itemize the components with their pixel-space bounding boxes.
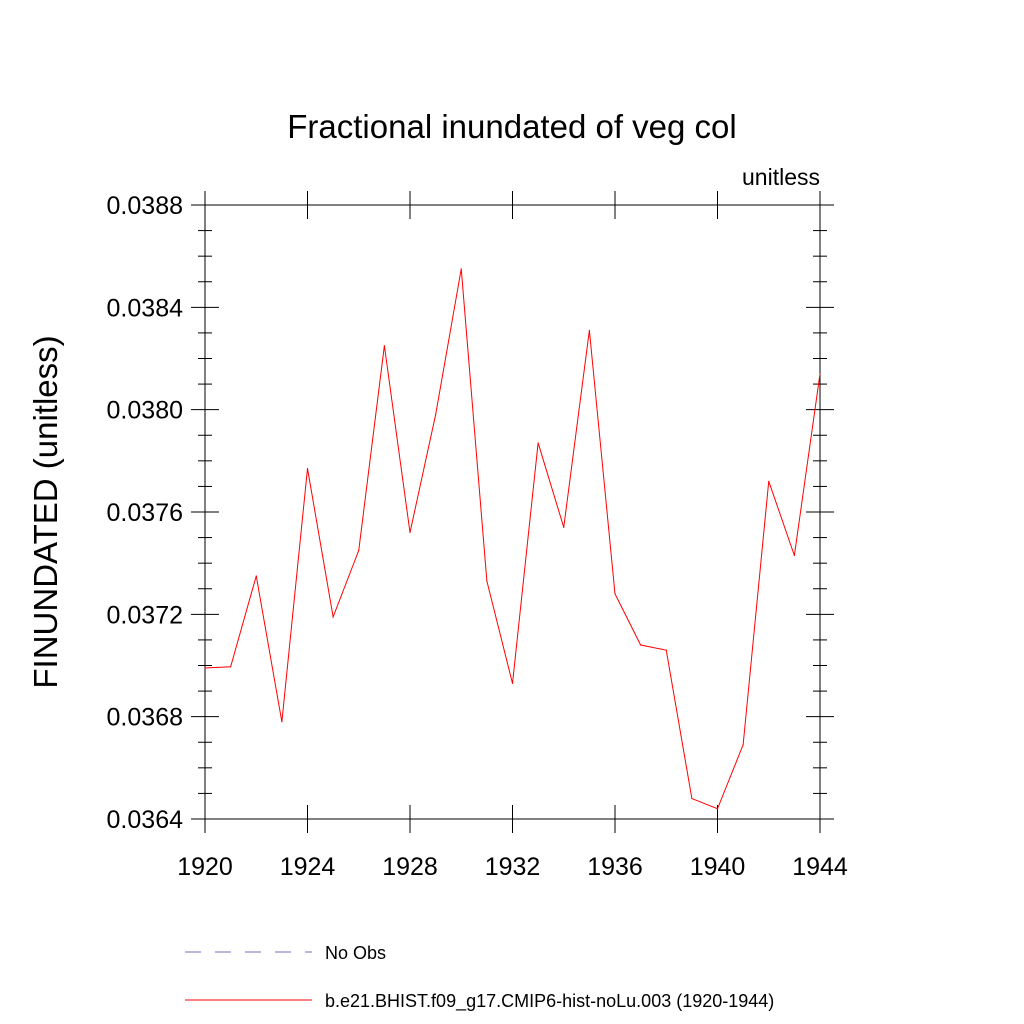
y-axis-label: FINUNDATED (unitless) (27, 335, 64, 688)
legend: No Obs b.e21.BHIST.f09_g17.CMIP6-hist-noL… (185, 943, 774, 1012)
data-point (332, 616, 334, 618)
x-tick-label: 1928 (382, 853, 438, 881)
y-tick-label: 0.0384 (107, 294, 184, 322)
x-tick-label: 1924 (280, 853, 336, 881)
x-tick-label: 1936 (587, 853, 643, 881)
data-point (358, 549, 360, 551)
y-tick-label: 0.0372 (107, 601, 183, 629)
chart-title: Fractional inundated of veg col (287, 108, 736, 145)
data-point (537, 442, 539, 444)
data-point (742, 744, 744, 746)
y-tick-label: 0.0388 (107, 192, 183, 220)
x-tick-labels: 1920 1924 1928 1932 1936 1940 1944 (177, 853, 848, 881)
data-point (511, 682, 514, 685)
data-point (486, 580, 488, 582)
data-point (255, 575, 257, 577)
data-point (409, 531, 411, 534)
data-point (563, 526, 565, 528)
data-point (819, 373, 821, 375)
data-point (306, 467, 309, 470)
data-point (383, 345, 385, 347)
y-tick-label: 0.0376 (107, 499, 183, 527)
legend-label: b.e21.BHIST.f09_g17.CMIP6-hist-noLu.003 … (325, 991, 774, 1012)
data-point (665, 649, 667, 651)
legend-label: No Obs (325, 943, 386, 963)
plot-area (191, 191, 834, 833)
data-point (204, 667, 206, 669)
data-point (716, 808, 719, 810)
data-point (768, 480, 770, 482)
y-tick-label: 0.0380 (107, 397, 183, 425)
x-tick-label: 1944 (792, 853, 848, 881)
y-tick-label: 0.0364 (107, 806, 184, 834)
data-point (435, 414, 437, 416)
y-tick-label: 0.0368 (107, 704, 183, 732)
data-point (460, 268, 462, 270)
plot-frame (204, 204, 821, 820)
y-tick-labels: 0.0364 0.0368 0.0372 0.0376 0.0380 0.0384 0.03… (107, 192, 184, 834)
data-point (614, 593, 616, 595)
data-point (640, 644, 642, 646)
data-point (793, 554, 795, 557)
data-point (588, 329, 590, 331)
data-point (230, 666, 232, 668)
data-point (281, 721, 283, 723)
x-tick-label: 1920 (177, 853, 233, 881)
series-line (204, 268, 821, 810)
x-tick-label: 1940 (690, 853, 746, 881)
x-tick-label: 1932 (485, 853, 541, 881)
data-point (691, 797, 693, 800)
units-label: unitless (742, 164, 820, 190)
